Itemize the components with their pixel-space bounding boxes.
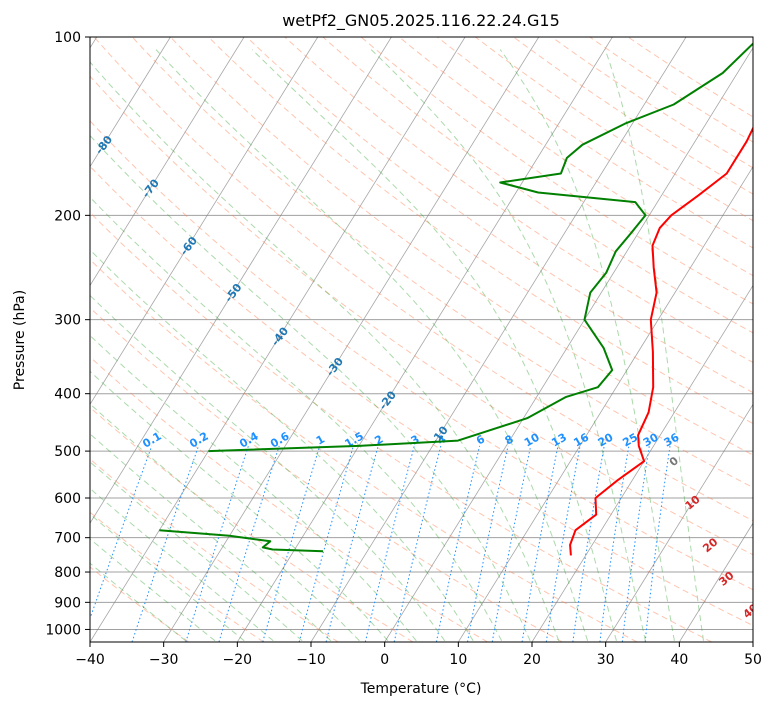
x-tick-label: −20 (223, 652, 253, 668)
x-tick-label: −10 (296, 652, 326, 668)
isotherm-line (90, 37, 171, 168)
x-tick-label: 0 (380, 652, 389, 668)
moist-adiabat-line (370, 49, 646, 641)
moist-adiabat-line (155, 49, 589, 641)
isotherm-line (90, 37, 392, 524)
isotherm-line (90, 37, 319, 406)
dry-adiabat-line (360, 37, 753, 305)
isotherm-line (605, 403, 753, 642)
mixing-ratio-line (599, 445, 630, 642)
moist-adiabat-line (90, 61, 560, 641)
mixing-ratio-line (521, 445, 559, 642)
dry-adiabat-line (90, 120, 753, 591)
mixing-ratio-line (364, 445, 415, 642)
dry-adiabat-line (322, 37, 753, 334)
x-axis-label: Temperature (°C) (360, 681, 482, 697)
mixing-ratio-line (572, 445, 605, 642)
dry-adiabat-line (436, 37, 753, 249)
dry-adiabat-line (398, 37, 753, 277)
moist-adiabat-line (90, 403, 360, 642)
dewpoint_lower-line (159, 529, 324, 553)
y-tick-label: 1000 (45, 622, 81, 638)
mixing-ratio-line (393, 445, 442, 642)
isotherm-line (90, 37, 466, 642)
isotherm-line (310, 37, 687, 642)
mixing-ratio-line (467, 445, 509, 642)
mixing-ratio-line (491, 445, 532, 642)
moist-adiabat-line (90, 487, 274, 642)
moist-adiabat-line (90, 334, 417, 642)
y-axis: 100 200 300 400 500 600 700 800 900 1000 (45, 30, 90, 638)
y-tick-label: 600 (54, 491, 81, 507)
dry-adiabat-line (90, 511, 264, 642)
x-tick-label: 10 (449, 652, 467, 668)
dry-adiabat-line (170, 37, 753, 456)
moist-adiabat-line (90, 461, 303, 642)
moist-adiabat-line (90, 134, 531, 642)
moist-adiabat-line (499, 49, 675, 641)
y-tick-label: 700 (54, 531, 81, 547)
y-tick-label: 200 (54, 208, 81, 224)
mixing-ratio-line (644, 445, 671, 642)
isotherm-line (678, 522, 753, 642)
x-tick-label: 50 (744, 652, 762, 668)
y-tick-label: 900 (54, 595, 81, 611)
mixing-ratio-line (218, 445, 280, 642)
moist-adiabat-line (251, 49, 617, 641)
mixing-ratio-line (131, 445, 200, 642)
x-axis: −40 −30 −20 −10 0 10 20 30 40 50 (75, 642, 762, 668)
dry-adiabat-line (90, 258, 638, 642)
mixing-ratio-line (185, 445, 249, 642)
x-tick-label: −30 (149, 652, 179, 668)
moist-adiabat-line (90, 294, 446, 642)
moist-adiabat-line (604, 49, 704, 641)
background-lines (90, 37, 753, 642)
plot-frame (89, 36, 754, 643)
x-tick-label: 40 (670, 652, 688, 668)
mixing-ratio-line (325, 445, 379, 642)
isotherm-line (236, 37, 613, 642)
isotherm-line (163, 37, 540, 642)
x-tick-label: −40 (75, 652, 105, 668)
moist-adiabat-line (90, 370, 389, 642)
dry-adiabat-line (90, 307, 563, 642)
isotherm-line (531, 284, 753, 642)
mixing-ratio-line (621, 445, 650, 642)
isotherm-line (384, 47, 753, 642)
dry-adiabat-line (90, 356, 488, 642)
dry-adiabat-line (90, 406, 414, 642)
x-tick-label: 20 (523, 652, 541, 668)
dry-adiabat-line (284, 37, 753, 364)
x-tick-label: 30 (597, 652, 615, 668)
y-tick-label: 300 (54, 313, 81, 329)
moist-adiabat-line (90, 433, 332, 642)
y-tick-label: 100 (54, 30, 81, 46)
dry-adiabat-line (90, 75, 753, 556)
y-tick-label: 500 (54, 444, 81, 460)
isotherm-line (457, 165, 753, 642)
chart-title: wetPf2_GN05.2025.116.22.24.G15 (282, 11, 560, 31)
moist-adiabat-line (90, 196, 503, 642)
dry-adiabat-line (90, 211, 712, 642)
y-tick-label: 400 (54, 387, 81, 403)
dry-adiabat-line (131, 37, 753, 489)
mixing-ratio-line (262, 445, 321, 642)
isotherm-line (90, 37, 245, 287)
temperature-line (569, 125, 753, 556)
mixing-ratio-line (435, 445, 481, 642)
y-tick-label: 800 (54, 565, 81, 581)
mixing-ratio-line (298, 445, 354, 642)
dewpoint-line (208, 42, 753, 453)
dry-adiabat-line (93, 37, 753, 522)
y-axis-label: Pressure (hPa) (12, 290, 28, 390)
moist-adiabat-line (90, 249, 474, 642)
mixing-ratio-line (545, 445, 581, 642)
sounding-profiles (159, 42, 753, 556)
